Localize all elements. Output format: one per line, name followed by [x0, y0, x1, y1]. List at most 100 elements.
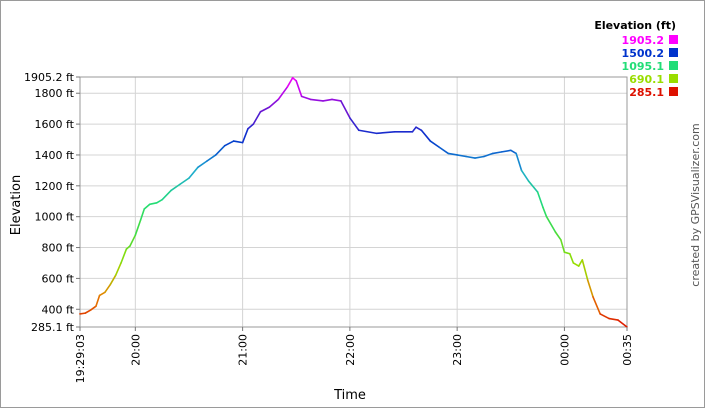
line-segment: [447, 152, 458, 156]
line-segment: [252, 110, 262, 125]
legend-entry-label: 1095.1: [622, 60, 664, 73]
line-segment: [241, 127, 249, 144]
line-segment: [134, 218, 142, 237]
line-segment: [483, 152, 494, 158]
line-segment: [420, 129, 432, 142]
grid: [79, 76, 628, 328]
line-segment: [438, 146, 450, 155]
line-segment: [223, 140, 235, 147]
line-segment: [170, 183, 181, 192]
x-axis-title: Time: [333, 388, 366, 403]
y-tick-label: 600 ft: [42, 272, 75, 285]
line-segment: [527, 180, 539, 193]
line-segment: [98, 291, 106, 297]
line-segment: [161, 189, 172, 201]
line-segment: [560, 239, 566, 253]
line-segment: [295, 80, 303, 98]
line-segment: [148, 201, 158, 206]
line-segment: [109, 274, 117, 286]
line-segment: [268, 98, 280, 108]
line-segment: [155, 198, 163, 204]
line-segment: [501, 149, 512, 153]
line-segment: [581, 259, 589, 281]
line-segment: [608, 317, 619, 321]
line-segment: [331, 98, 342, 102]
y-tick-label: 285.1 ft: [31, 321, 75, 334]
line-segment: [586, 279, 594, 298]
line-segment: [214, 144, 226, 156]
legend-swatch: [669, 74, 678, 83]
line-segment: [89, 305, 97, 311]
line-segment: [114, 262, 122, 277]
line-segment: [456, 154, 467, 158]
y-tick-label: 400 ft: [42, 303, 75, 316]
line-segment: [515, 152, 523, 172]
line-segment: [474, 155, 485, 159]
y-axis-ticks: 285.1 ft 400 ft 600 ft 800 ft 1000 ft 1200 ft…: [24, 71, 80, 334]
x-tick-label: 00:35: [621, 334, 634, 366]
line-segment: [577, 259, 584, 267]
line-segment: [592, 296, 601, 315]
x-tick-label: 20:00: [129, 334, 142, 366]
line-segment: [542, 206, 548, 218]
line-segment: [349, 117, 360, 132]
line-segment: [247, 123, 255, 130]
line-segment: [509, 149, 517, 155]
legend-entry-label: 285.1: [629, 86, 664, 99]
line-segment: [358, 129, 378, 135]
line-segment: [104, 283, 112, 294]
legend-title: Elevation (ft): [594, 19, 676, 32]
x-tick-label: 22:00: [344, 334, 357, 366]
line-segment: [277, 86, 289, 101]
line-segment: [617, 319, 628, 328]
y-tick-label: 1800 ft: [35, 87, 75, 100]
line-segment: [197, 160, 208, 169]
series-line: [79, 77, 628, 328]
line-segment: [259, 106, 271, 113]
line-segment: [411, 126, 417, 133]
line-segment: [415, 126, 423, 132]
legend-entry-label: 690.1: [629, 73, 664, 86]
line-segment: [179, 177, 190, 186]
line-segment: [492, 151, 503, 155]
legend-swatch: [669, 61, 678, 70]
x-tick-label: 21:00: [237, 334, 250, 366]
line-segment: [340, 100, 351, 119]
credit-text: created by GPSVisualizer.com: [689, 123, 702, 286]
line-segment: [536, 191, 544, 209]
x-tick-label: 00:00: [558, 334, 571, 366]
line-segment: [554, 231, 562, 241]
line-segment: [309, 98, 324, 102]
line-segment: [572, 262, 580, 267]
line-segment: [465, 155, 476, 159]
line-segment: [322, 98, 333, 102]
y-tick-label: 1000 ft: [35, 211, 75, 224]
line-segment: [545, 215, 557, 233]
legend-swatch: [669, 35, 678, 44]
y-tick-label: 1600 ft: [35, 118, 75, 131]
line-segment: [232, 140, 244, 144]
legend-entry-label: 1905.2: [622, 34, 664, 47]
y-tick-label: 800 ft: [42, 242, 75, 255]
line-segment: [375, 131, 396, 135]
line-segment: [79, 312, 87, 315]
y-tick-label: 1200 ft: [35, 180, 75, 193]
line-segment: [95, 294, 101, 307]
line-segment: [120, 248, 128, 264]
line-segment: [599, 313, 610, 320]
plot-area: [79, 76, 628, 328]
x-tick-label: 23:00: [451, 334, 464, 366]
line-segment: [563, 251, 571, 255]
line-segment: [429, 140, 441, 149]
line-segment: [300, 95, 312, 101]
line-segment: [188, 166, 199, 179]
line-segment: [143, 203, 151, 210]
line-segment: [206, 154, 217, 162]
legend-swatch: [669, 87, 678, 96]
line-segment: [286, 77, 294, 88]
y-tick-label: 1905.2 ft: [24, 71, 75, 84]
legend-entry-label: 1500.2: [622, 47, 664, 60]
line-segment: [129, 234, 137, 247]
